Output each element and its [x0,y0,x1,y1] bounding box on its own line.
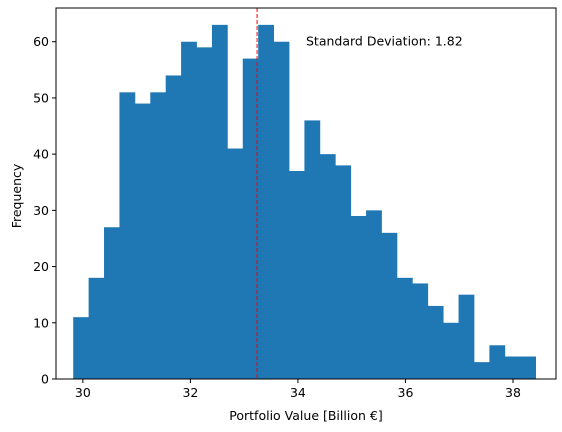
x-tick-label: 38 [505,385,521,400]
histogram-bar [88,277,105,379]
histogram-bar [381,232,398,379]
bars-group [73,24,537,380]
x-tick-label: 36 [398,385,414,400]
x-axis-label: Portfolio Value [Billion €] [229,408,382,423]
histogram-bar [427,305,444,379]
histogram-bar [504,356,521,379]
histogram-bar [273,41,290,379]
histogram-bar [165,75,182,379]
histogram-bar [134,103,151,379]
histogram-bar [319,154,336,379]
y-axis-label: Frequency [9,163,24,228]
histogram-bar [350,215,367,379]
histogram-bar [104,227,120,379]
histogram-bar [73,317,90,379]
y-tick-label: 50 [33,90,49,105]
std-dev-annotation: Standard Deviation: 1.82 [306,34,463,49]
histogram-bar [458,294,475,379]
histogram-bar [181,41,197,379]
histogram-bar [473,362,490,379]
histogram-bar [242,58,259,380]
histogram-bar [443,322,459,379]
y-tick-label: 40 [33,147,49,162]
histogram-bar [520,356,537,379]
histogram-bar [304,120,321,380]
histogram-bar [412,283,429,379]
x-tick-label: 30 [75,385,91,400]
histogram-bar [489,345,506,379]
y-tick-label: 30 [33,203,49,218]
y-tick-label: 60 [33,34,49,49]
y-axis-ticks: 0 10 20 30 40 50 60 [33,34,56,387]
x-tick-label: 34 [290,385,306,400]
histogram-bar [211,24,228,380]
histogram-bar [227,148,244,379]
histogram-bar [150,92,167,379]
histogram-bar [396,277,413,379]
histogram-bar [335,165,352,379]
x-axis-ticks: 30 32 34 36 38 [75,379,521,400]
histogram-bar [196,47,213,379]
histogram-bar [289,171,305,379]
y-tick-label: 20 [33,259,49,274]
histogram-bar [366,210,382,379]
y-tick-label: 0 [41,372,49,387]
histogram-bar [119,92,136,379]
axes-frame [55,7,557,380]
y-tick-label: 10 [33,315,49,330]
histogram-bar [258,24,274,380]
x-tick-label: 32 [182,385,198,400]
